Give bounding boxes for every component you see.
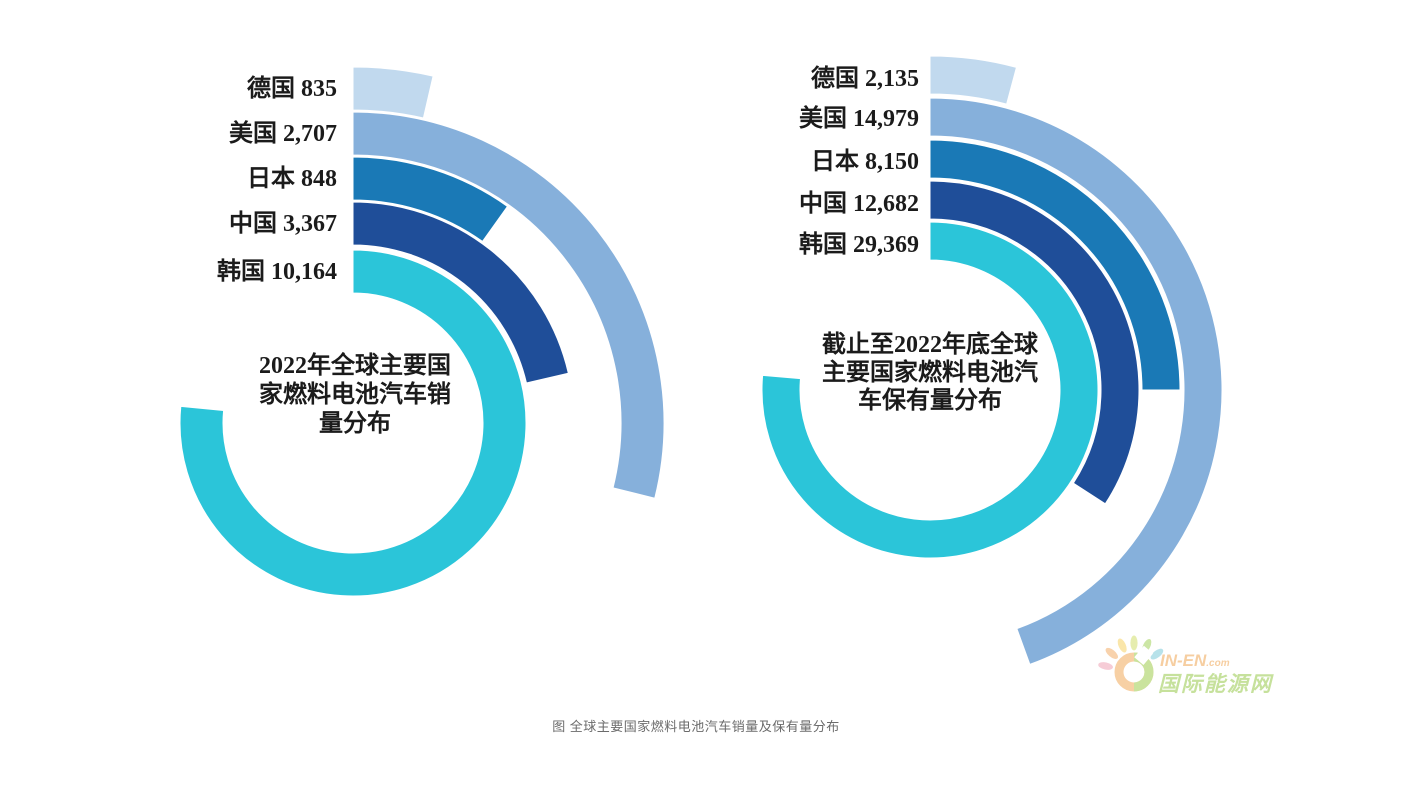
ownership-end-2022-ring-korea [761, 221, 1099, 559]
sun-flower-logo-icon [1098, 635, 1164, 692]
petal-pink [1098, 662, 1113, 670]
ownership-end-2022-ring-china [929, 180, 1140, 505]
in-en-watermark: IN-EN.com 国际能源网 [1098, 635, 1274, 696]
sales-2022-ring-korea [179, 249, 527, 597]
watermark-site-name: 国际能源网 [1158, 672, 1274, 696]
sales-2022-ring-china [352, 201, 569, 384]
sales-chart-rings [179, 66, 665, 597]
ownership-end-2022-ring-usa [929, 97, 1223, 666]
sales-2022-ring-japan [352, 156, 509, 243]
sales-chart: 德国 835 美国 2,707 日本 848 中国 3,367 韩国 10,16… [179, 66, 665, 597]
petal-orange [1105, 647, 1118, 659]
petal-yellow [1117, 638, 1127, 653]
sales-label-japan: 日本 848 [247, 165, 337, 192]
ownership-label-usa: 美国 14,979 [799, 104, 919, 132]
ownership-title-line-1: 截止至2022年底全球 [822, 330, 1039, 358]
sales-2022-ring-germany [352, 66, 434, 119]
ownership-title-line-2: 主要国家燃料电池汽 [822, 358, 1038, 386]
ownership-label-japan: 日本 8,150 [811, 148, 919, 175]
petal-lime [1130, 635, 1138, 651]
sales-label-china: 中国 3,367 [229, 210, 337, 237]
watermark-brand: IN-EN.com [1160, 651, 1230, 670]
ownership-label-china: 中国 12,682 [799, 190, 919, 217]
sales-title-line-1: 2022年全球主要国 [259, 351, 451, 379]
sales-2022-ring-usa [352, 111, 665, 499]
sales-label-germany: 德国 835 [247, 74, 337, 102]
sales-title-line-3: 量分布 [319, 409, 391, 437]
ownership-chart: 德国 2,135 美国 14,979 日本 8,150 中国 12,682 韩国… [761, 55, 1223, 666]
sales-title-line-2: 家燃料电池汽车销 [259, 380, 451, 408]
figure-caption: 图 全球主要国家燃料电池汽车销量及保有量分布 [552, 719, 840, 734]
logo-ring-gap [1134, 645, 1154, 665]
ownership-chart-rings [761, 55, 1223, 666]
ownership-label-korea: 韩国 29,369 [799, 231, 919, 258]
ownership-end-2022-ring-germany [929, 55, 1018, 105]
ownership-end-2022-ring-japan [929, 139, 1181, 391]
sales-label-usa: 美国 2,707 [229, 119, 337, 147]
petal-teal [1150, 648, 1164, 660]
ownership-label-germany: 德国 2,135 [811, 64, 919, 92]
sales-label-korea: 韩国 10,164 [217, 258, 337, 285]
ownership-title-line-3: 车保有量分布 [858, 386, 1002, 414]
